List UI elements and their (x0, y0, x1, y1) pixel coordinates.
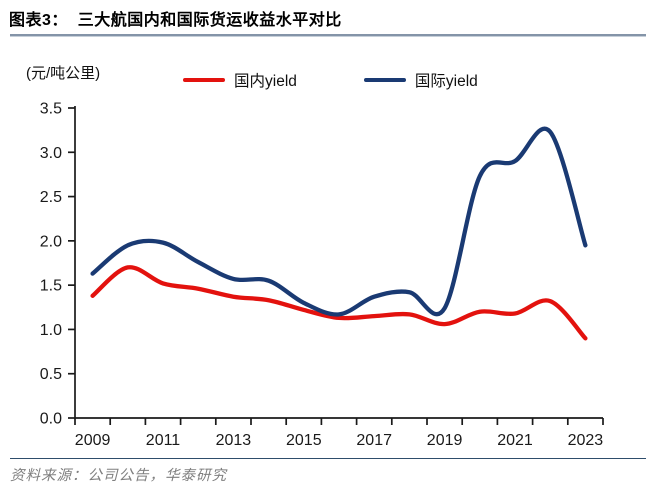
x-axis-tick-label: 2019 (427, 432, 463, 449)
legend-item-international: 国际yield (363, 69, 478, 91)
x-axis-tick-label: 2009 (75, 432, 111, 449)
y-axis-tick-label: 0.0 (40, 411, 62, 428)
domestic-yield-swatch (183, 78, 225, 82)
figure-title: 图表3： 三大航国内和国际货运收益水平对比 (9, 12, 342, 29)
y-axis-tick-label: 3.5 (40, 101, 62, 118)
x-axis-tick-label: 2011 (146, 432, 181, 449)
international-yield-swatch (363, 78, 406, 82)
domestic-yield-line (90, 265, 588, 341)
y-axis-tick-label: 0.5 (40, 366, 62, 383)
legend: 国内yield 国际yield (183, 69, 478, 91)
x-axis-tick-label: 2023 (568, 432, 604, 449)
y-axis-tick-label: 3.0 (40, 145, 62, 162)
x-axis-tick-label: 2013 (216, 432, 252, 449)
y-axis-unit-label: (元/吨公里) (26, 65, 101, 82)
legend-item-domestic: 国内yield (183, 69, 297, 91)
legend-label-domestic: 国内yield (234, 73, 297, 90)
y-axis-tick-label: 1.0 (40, 322, 62, 339)
footer-divider (10, 458, 646, 459)
x-axis-tick-label: 2015 (286, 432, 322, 449)
international-yield-line (90, 126, 588, 317)
title-divider (10, 34, 646, 37)
x-axis-tick-label: 2021 (497, 432, 533, 449)
legend-label-international: 国际yield (414, 73, 478, 90)
y-axis-tick-label: 2.5 (40, 189, 62, 206)
x-axis-tick-label: 2017 (356, 432, 392, 449)
source-note: 资料来源：公司公告，华泰研究 (10, 468, 227, 484)
y-axis-tick-label: 2.0 (40, 233, 62, 250)
y-axis-tick-label: 1.5 (40, 278, 62, 295)
